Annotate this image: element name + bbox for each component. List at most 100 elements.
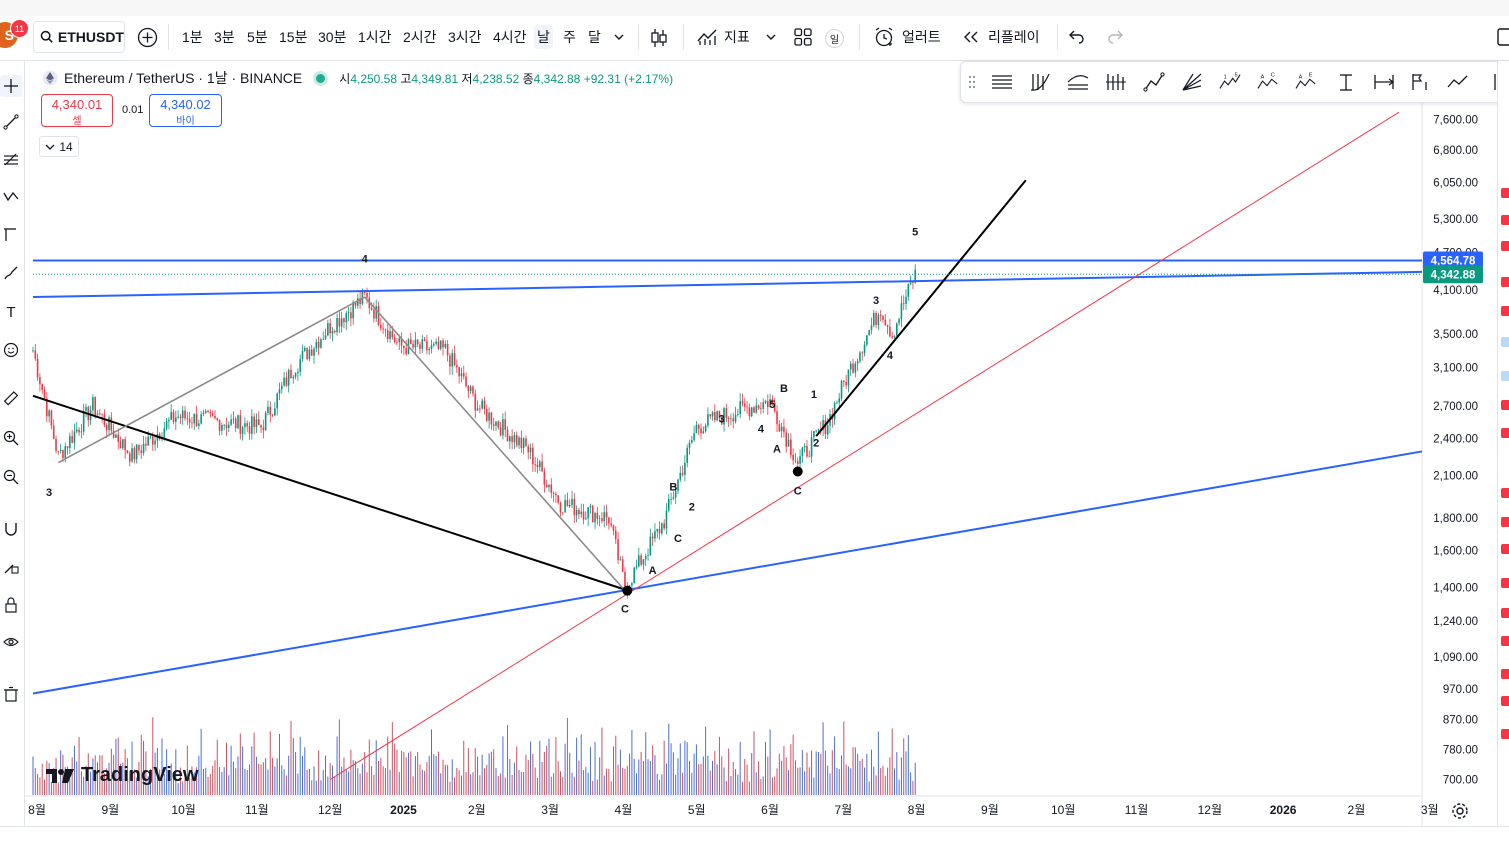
watchlist-marker[interactable] — [1501, 517, 1509, 527]
watchlist-marker[interactable] — [1501, 544, 1509, 554]
indicators-collapse-button[interactable]: 14 — [39, 136, 79, 157]
candle-body — [135, 444, 138, 460]
gear-icon[interactable] — [1450, 801, 1470, 821]
watchlist-marker[interactable] — [1501, 428, 1509, 438]
interval-4h[interactable]: 4시간 — [493, 29, 527, 45]
interval-month[interactable]: 달 — [588, 29, 601, 45]
candle-type-icon[interactable] — [649, 27, 669, 49]
watchlist-marker[interactable] — [1501, 578, 1509, 588]
candle-body — [340, 318, 343, 327]
text-icon[interactable]: T — [6, 303, 16, 321]
magnet-icon[interactable] — [0, 518, 22, 540]
candle-body — [269, 406, 272, 415]
watchlist-marker[interactable] — [1501, 729, 1509, 739]
zoom-out-icon[interactable] — [0, 466, 22, 488]
range-icon[interactable] — [1373, 72, 1395, 92]
add-symbol-icon[interactable] — [137, 27, 158, 48]
legend-symbol-title[interactable]: Ethereum / TetherUS · 1날 · BINANCE — [64, 70, 303, 86]
time-tick-label: 5월 — [688, 803, 706, 817]
watchlist-marker[interactable] — [1501, 371, 1509, 381]
flag-icon[interactable] — [1409, 72, 1431, 92]
interval-2h[interactable]: 2시간 — [403, 29, 437, 45]
crosshair-icon[interactable] — [0, 75, 22, 97]
interval-week[interactable]: 주 — [563, 29, 576, 45]
watchlist-marker[interactable] — [1501, 241, 1509, 251]
eye-icon[interactable] — [0, 631, 22, 653]
buy-button[interactable]: 4,340.02 바이 — [149, 94, 222, 127]
interval-3h[interactable]: 3시간 — [448, 29, 482, 45]
ruler-icon[interactable] — [0, 388, 22, 410]
lock-drawing-icon[interactable] — [0, 556, 22, 578]
replay-icon[interactable] — [962, 30, 980, 44]
chevron-down-icon[interactable] — [613, 32, 625, 42]
undo-icon[interactable] — [1068, 28, 1086, 44]
watchlist-marker[interactable] — [1501, 669, 1509, 679]
watchlist-marker[interactable] — [1501, 400, 1509, 410]
interval-1h[interactable]: 1시간 — [358, 29, 392, 45]
brush-icon[interactable] — [0, 262, 22, 284]
drag-handle-icon[interactable] — [967, 72, 977, 92]
path-icon[interactable] — [1447, 72, 1469, 92]
watchlist-marker[interactable] — [1501, 306, 1509, 316]
more-tools-icon[interactable] — [1485, 72, 1507, 92]
alert-button[interactable]: 얼러트 — [902, 29, 941, 45]
candle-body — [474, 393, 477, 411]
watchlist-marker[interactable] — [1501, 337, 1509, 347]
lock-icon[interactable] — [0, 594, 22, 616]
watchlist-marker[interactable] — [1501, 608, 1509, 618]
symbol-search-button[interactable]: ETHUSDT — [33, 21, 125, 53]
trend-line-black-down — [32, 394, 626, 591]
alarm-clock-icon[interactable] — [873, 26, 895, 48]
fib-retracement-icon[interactable] — [0, 149, 22, 171]
replay-button[interactable]: 리플레이 — [988, 29, 1040, 45]
trend-line-icon[interactable] — [0, 111, 22, 133]
emoji-icon[interactable] — [0, 339, 22, 361]
projection-icon[interactable] — [0, 224, 22, 246]
interval-15m[interactable]: 15분 — [279, 29, 308, 45]
svg-text:A: A — [1299, 74, 1303, 80]
candles-icon[interactable] — [1029, 72, 1051, 92]
chevron-down-icon[interactable] — [765, 32, 777, 42]
zoom-in-icon[interactable] — [0, 427, 22, 449]
watchlist-marker[interactable] — [1501, 215, 1509, 225]
candle-body — [810, 437, 813, 457]
watchlist-marker[interactable] — [1501, 188, 1509, 198]
trash-icon[interactable] — [0, 683, 22, 705]
change-value: +92.31 (+2.17%) — [583, 71, 674, 86]
bars-icon[interactable] — [1105, 72, 1127, 92]
interval-1m[interactable]: 1분 — [182, 29, 203, 45]
watchlist-marker[interactable] — [1501, 277, 1509, 287]
indicators-icon[interactable] — [696, 27, 718, 47]
layout-grid-icon[interactable] — [794, 28, 812, 46]
candle-body — [177, 416, 179, 418]
text-line-icon[interactable] — [1335, 72, 1357, 92]
indicators-button[interactable]: 지표 — [724, 29, 750, 45]
candle-body — [603, 512, 606, 522]
zigzag-icon[interactable] — [1143, 72, 1165, 92]
pattern-icon[interactable] — [0, 185, 22, 207]
candle-body — [564, 499, 566, 513]
horizontal-lines-icon[interactable] — [991, 72, 1013, 92]
tradingview-logo[interactable]: TradingView — [45, 764, 198, 787]
redo-icon[interactable] — [1106, 28, 1124, 44]
candle-body — [331, 330, 334, 334]
candle-body — [700, 428, 702, 434]
watchlist-marker[interactable] — [1501, 696, 1509, 706]
interval-30m[interactable]: 30분 — [318, 29, 347, 45]
interval-3m[interactable]: 3분 — [214, 29, 235, 45]
interval-5m[interactable]: 5분 — [247, 29, 268, 45]
fan-icon[interactable] — [1181, 72, 1203, 92]
sell-button[interactable]: 4,340.01 셀 — [41, 94, 113, 127]
watchlist-marker[interactable] — [1501, 636, 1509, 646]
curves-icon[interactable] — [1067, 72, 1089, 92]
watchlist-marker[interactable] — [1501, 488, 1509, 498]
interval-day[interactable]: 날 — [534, 25, 553, 49]
candle-body — [515, 435, 518, 446]
candle-body — [437, 341, 440, 349]
right-watchlist-strip — [1497, 61, 1509, 840]
fullscreen-icon[interactable] — [1497, 28, 1509, 46]
